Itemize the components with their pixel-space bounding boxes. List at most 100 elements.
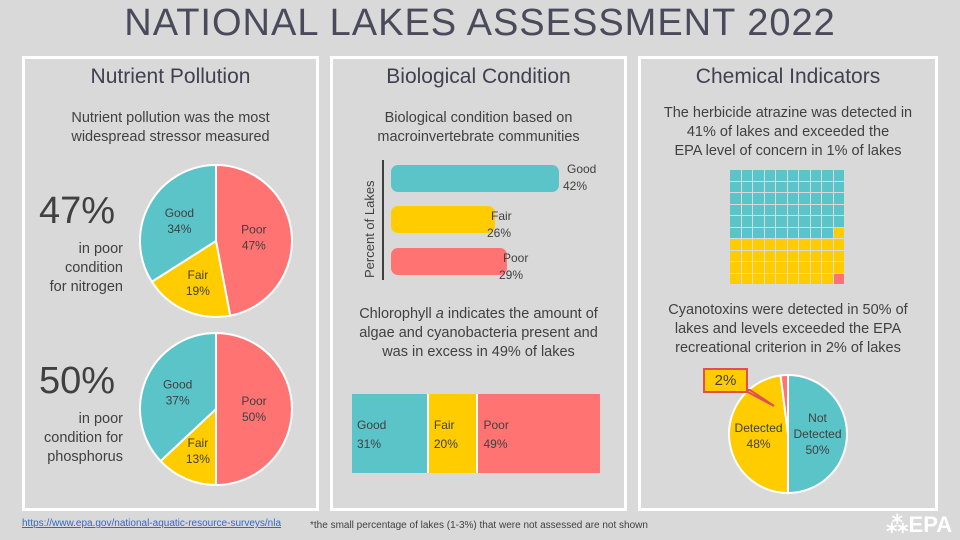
waffle-cell [799, 204, 810, 215]
bio-bar-value: 42% [563, 179, 588, 193]
waffle-cell [810, 216, 821, 227]
waffle-cell [787, 181, 798, 192]
waffle-cell [730, 227, 741, 238]
chlorophyll-segment-category: Fair [433, 418, 455, 432]
chlorophyll-segment-fair: Fair 20% [428, 394, 479, 473]
waffle-cell [810, 181, 821, 192]
waffle-cell [799, 170, 810, 181]
waffle-cell [776, 262, 787, 273]
pie-label: 34% [167, 222, 191, 236]
bio-bar-value: 26% [487, 226, 512, 240]
chlorophyll-text: Chlorophyll [359, 306, 436, 322]
waffle-cell [822, 193, 833, 204]
pie-label: Poor [241, 394, 266, 408]
chlorophyll-description: Chlorophyll a indicates the amount of al… [333, 305, 624, 362]
waffle-cell [776, 193, 787, 204]
waffle-cell [753, 181, 764, 192]
waffle-cell [741, 204, 752, 215]
biological-heading: Biological Condition [386, 65, 571, 88]
cyanotoxin-description-line: Cyanotoxins were detected in 50% of [668, 302, 908, 318]
waffle-cell [833, 227, 844, 238]
waffle-cell [730, 239, 741, 250]
waffle-cell [776, 181, 787, 192]
pie-label: Detected [793, 427, 841, 441]
pie-label: Good [165, 206, 194, 220]
nitrogen-caption-line: condition [64, 260, 123, 276]
biological-description-line: macroinvertebrate communities [377, 129, 580, 145]
waffle-cell [764, 181, 775, 192]
waffle-cell [833, 250, 844, 261]
waffle-cell [833, 273, 844, 284]
waffle-cell [776, 227, 787, 238]
pie-label: Poor [241, 222, 266, 236]
pie-label: 50% [805, 443, 829, 457]
waffle-cell [776, 239, 787, 250]
waffle-cell [730, 204, 741, 215]
waffle-cell [833, 262, 844, 273]
atrazine-description-line: 41% of lakes and exceeded the [686, 124, 890, 140]
epa-logo: ⁂EPA [886, 512, 952, 538]
waffle-cell [787, 193, 798, 204]
nla-link[interactable]: https://www.epa.gov/national-aquatic-res… [22, 518, 282, 529]
waffle-cell [787, 239, 798, 250]
waffle-cell [753, 216, 764, 227]
pie-label: 50% [242, 410, 266, 424]
biological-description: Biological condition based on macroinver… [333, 109, 624, 147]
bio-bar-good [391, 165, 559, 192]
page-title: NATIONAL LAKES ASSESSMENT 2022 [124, 2, 836, 44]
bio-bar-label: Poor 29% [499, 250, 528, 284]
nutrient-heading: Nutrient Pollution [90, 65, 251, 88]
footnote: *the small percentage of lakes (1-3%) th… [310, 520, 648, 531]
waffle-cell [741, 273, 752, 284]
bio-bar-label: Good 42% [563, 161, 596, 195]
pie-label: 19% [186, 284, 210, 298]
waffle-cell [822, 227, 833, 238]
chlorophyll-segment-poor: Poor 49% [478, 394, 600, 473]
epa-logo-text: EPA [908, 512, 953, 537]
nitrogen-pie-chart: Poor 47% Fair 19% Good 34% [139, 163, 293, 318]
waffle-cell [741, 216, 752, 227]
nitrogen-caption-line: for nitrogen [49, 279, 123, 295]
phosphorus-pie-chart: Poor 50% Fair 13% Good 37% [139, 331, 293, 487]
waffle-cell [822, 216, 833, 227]
waffle-cell [799, 193, 810, 204]
waffle-cell [730, 250, 741, 261]
pie-label: Fair [188, 436, 209, 450]
pie-label: Detected [735, 421, 783, 435]
chemical-panel: Chemical Indicators The herbicide atrazi… [638, 56, 938, 511]
waffle-cell [753, 273, 764, 284]
bio-bar-label: Fair 26% [487, 208, 512, 242]
pie-slice [139, 331, 217, 463]
chlorophyll-segment-value: 49% [483, 437, 508, 451]
waffle-cell [822, 204, 833, 215]
waffle-cell [787, 204, 798, 215]
phosphorus-caption-line: condition for [44, 430, 123, 446]
pie-label: 47% [242, 238, 266, 252]
waffle-cell [833, 193, 844, 204]
chlorophyll-description-line: Chlorophyll a indicates the amount of [333, 305, 624, 324]
waffle-cell [810, 262, 821, 273]
waffle-cell [730, 216, 741, 227]
pie-label: Fair [188, 268, 209, 282]
waffle-cell [787, 216, 798, 227]
waffle-cell [776, 273, 787, 284]
atrazine-description-line: The herbicide atrazine was detected in [663, 105, 913, 121]
nitrogen-caption: in poor condition for nitrogen [13, 240, 123, 297]
waffle-cell [799, 262, 810, 273]
waffle-cell [753, 250, 764, 261]
chlorophyll-segment-value: 31% [357, 437, 382, 451]
waffle-cell [776, 250, 787, 261]
waffle-cell [730, 262, 741, 273]
waffle-cell [799, 181, 810, 192]
waffle-cell [810, 227, 821, 238]
biological-panel: Biological Condition Biological conditio… [330, 56, 627, 511]
pie-slice [139, 163, 217, 284]
nutrient-description: Nutrient pollution was the most widespre… [71, 110, 270, 145]
waffle-cell [753, 204, 764, 215]
chlorophyll-segment-category: Poor [483, 418, 509, 432]
bio-bar-category: Good [567, 162, 597, 176]
pie-label: Not [808, 411, 827, 425]
waffle-cell [730, 170, 741, 181]
waffle-cell [833, 216, 844, 227]
waffle-cell [822, 181, 833, 192]
